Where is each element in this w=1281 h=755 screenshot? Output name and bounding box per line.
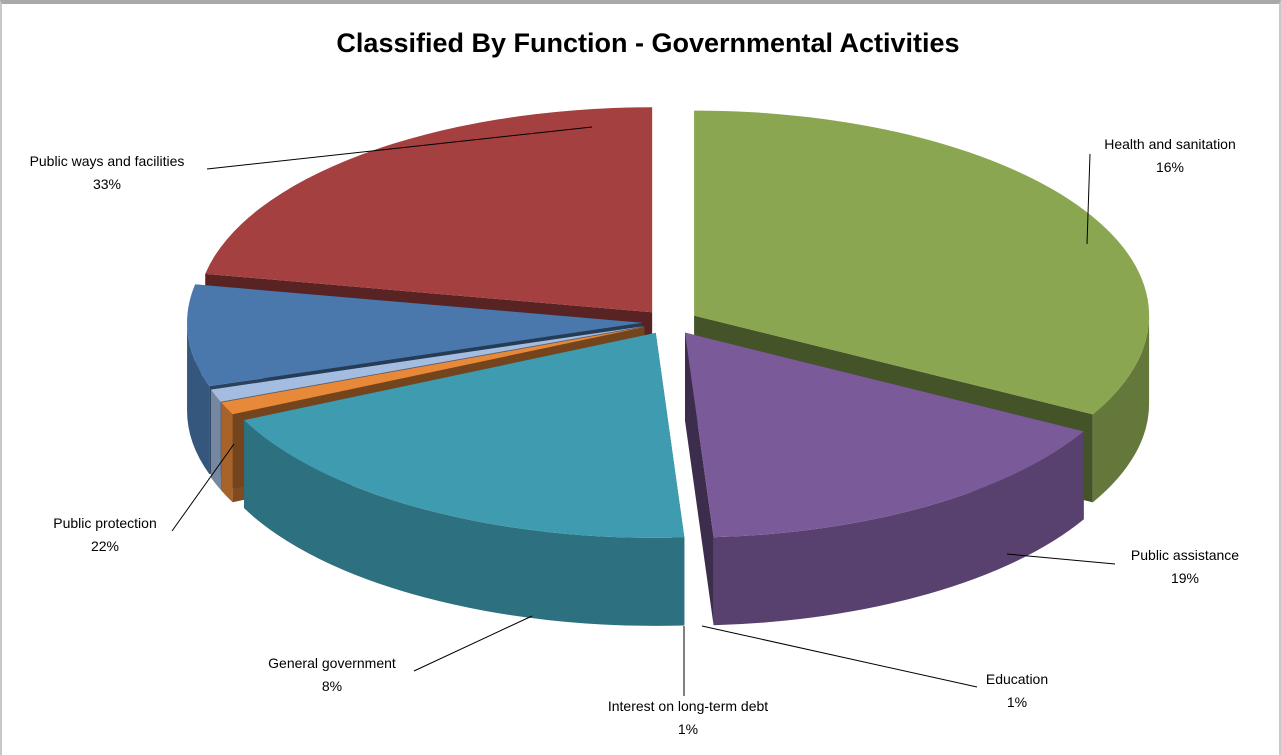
slice-top-health-and-sanitation bbox=[685, 332, 1084, 538]
pie-slices bbox=[187, 107, 1150, 626]
slice-top-public-ways-and-facilities bbox=[694, 110, 1150, 415]
slice-value-interest-on-long-term-debt: 1% bbox=[678, 721, 698, 737]
slice-label-public-protection: Public protection bbox=[53, 515, 157, 531]
leader-line-public-protection bbox=[171, 443, 235, 532]
slice-label-public-assistance: Public assistance bbox=[1131, 547, 1239, 563]
leader-line-health-and-sanitation bbox=[1086, 153, 1091, 245]
pie-chart: Classified By Function - Governmental Ac… bbox=[30, 28, 1240, 737]
slice-top-public-protection bbox=[205, 107, 653, 313]
slice-label-education: Education bbox=[986, 671, 1048, 687]
slice-top-interest-on-long-term-debt bbox=[210, 326, 644, 402]
slice-wall-health-and-sanitation bbox=[713, 431, 1084, 626]
leader-line-public-ways-and-facilities bbox=[206, 126, 593, 170]
slice-value-education: 1% bbox=[1007, 694, 1027, 710]
slice-side-health-and-sanitation bbox=[685, 332, 714, 626]
slice-top-general-government bbox=[187, 284, 643, 387]
slice-value-health-and-sanitation: 16% bbox=[1156, 159, 1184, 175]
leader-line-education bbox=[701, 625, 978, 688]
slice-label-interest-on-long-term-debt: Interest on long-term debt bbox=[608, 698, 768, 714]
slice-wall-public-assistance bbox=[244, 420, 685, 626]
slice-health-and-sanitation bbox=[685, 332, 1084, 626]
slice-wall-education bbox=[221, 402, 233, 503]
slice-value-public-assistance: 19% bbox=[1171, 570, 1199, 586]
slice-wall-public-ways-and-facilities bbox=[1092, 315, 1150, 503]
slice-wall-interest-on-long-term-debt bbox=[210, 389, 221, 490]
slice-label-public-ways-and-facilities: Public ways and facilities bbox=[30, 153, 185, 169]
leader-line-public-assistance bbox=[1006, 553, 1116, 565]
slice-public-assistance bbox=[244, 332, 685, 626]
slice-label-general-government: General government bbox=[268, 655, 396, 671]
slice-top-public-assistance bbox=[244, 332, 685, 538]
slice-value-general-government: 8% bbox=[322, 678, 342, 694]
slice-wall-general-government bbox=[187, 322, 210, 475]
slice-top-education bbox=[221, 327, 645, 415]
leader-lines bbox=[171, 126, 1116, 696]
slice-value-public-protection: 22% bbox=[91, 538, 119, 554]
slice-value-public-ways-and-facilities: 33% bbox=[93, 176, 121, 192]
leader-line-general-government bbox=[413, 615, 533, 672]
slice-labels: Public ways and facilities 33% Health and … bbox=[30, 136, 1240, 737]
slice-label-health-and-sanitation: Health and sanitation bbox=[1104, 136, 1236, 152]
chart-title: Classified By Function - Governmental Ac… bbox=[336, 28, 959, 58]
